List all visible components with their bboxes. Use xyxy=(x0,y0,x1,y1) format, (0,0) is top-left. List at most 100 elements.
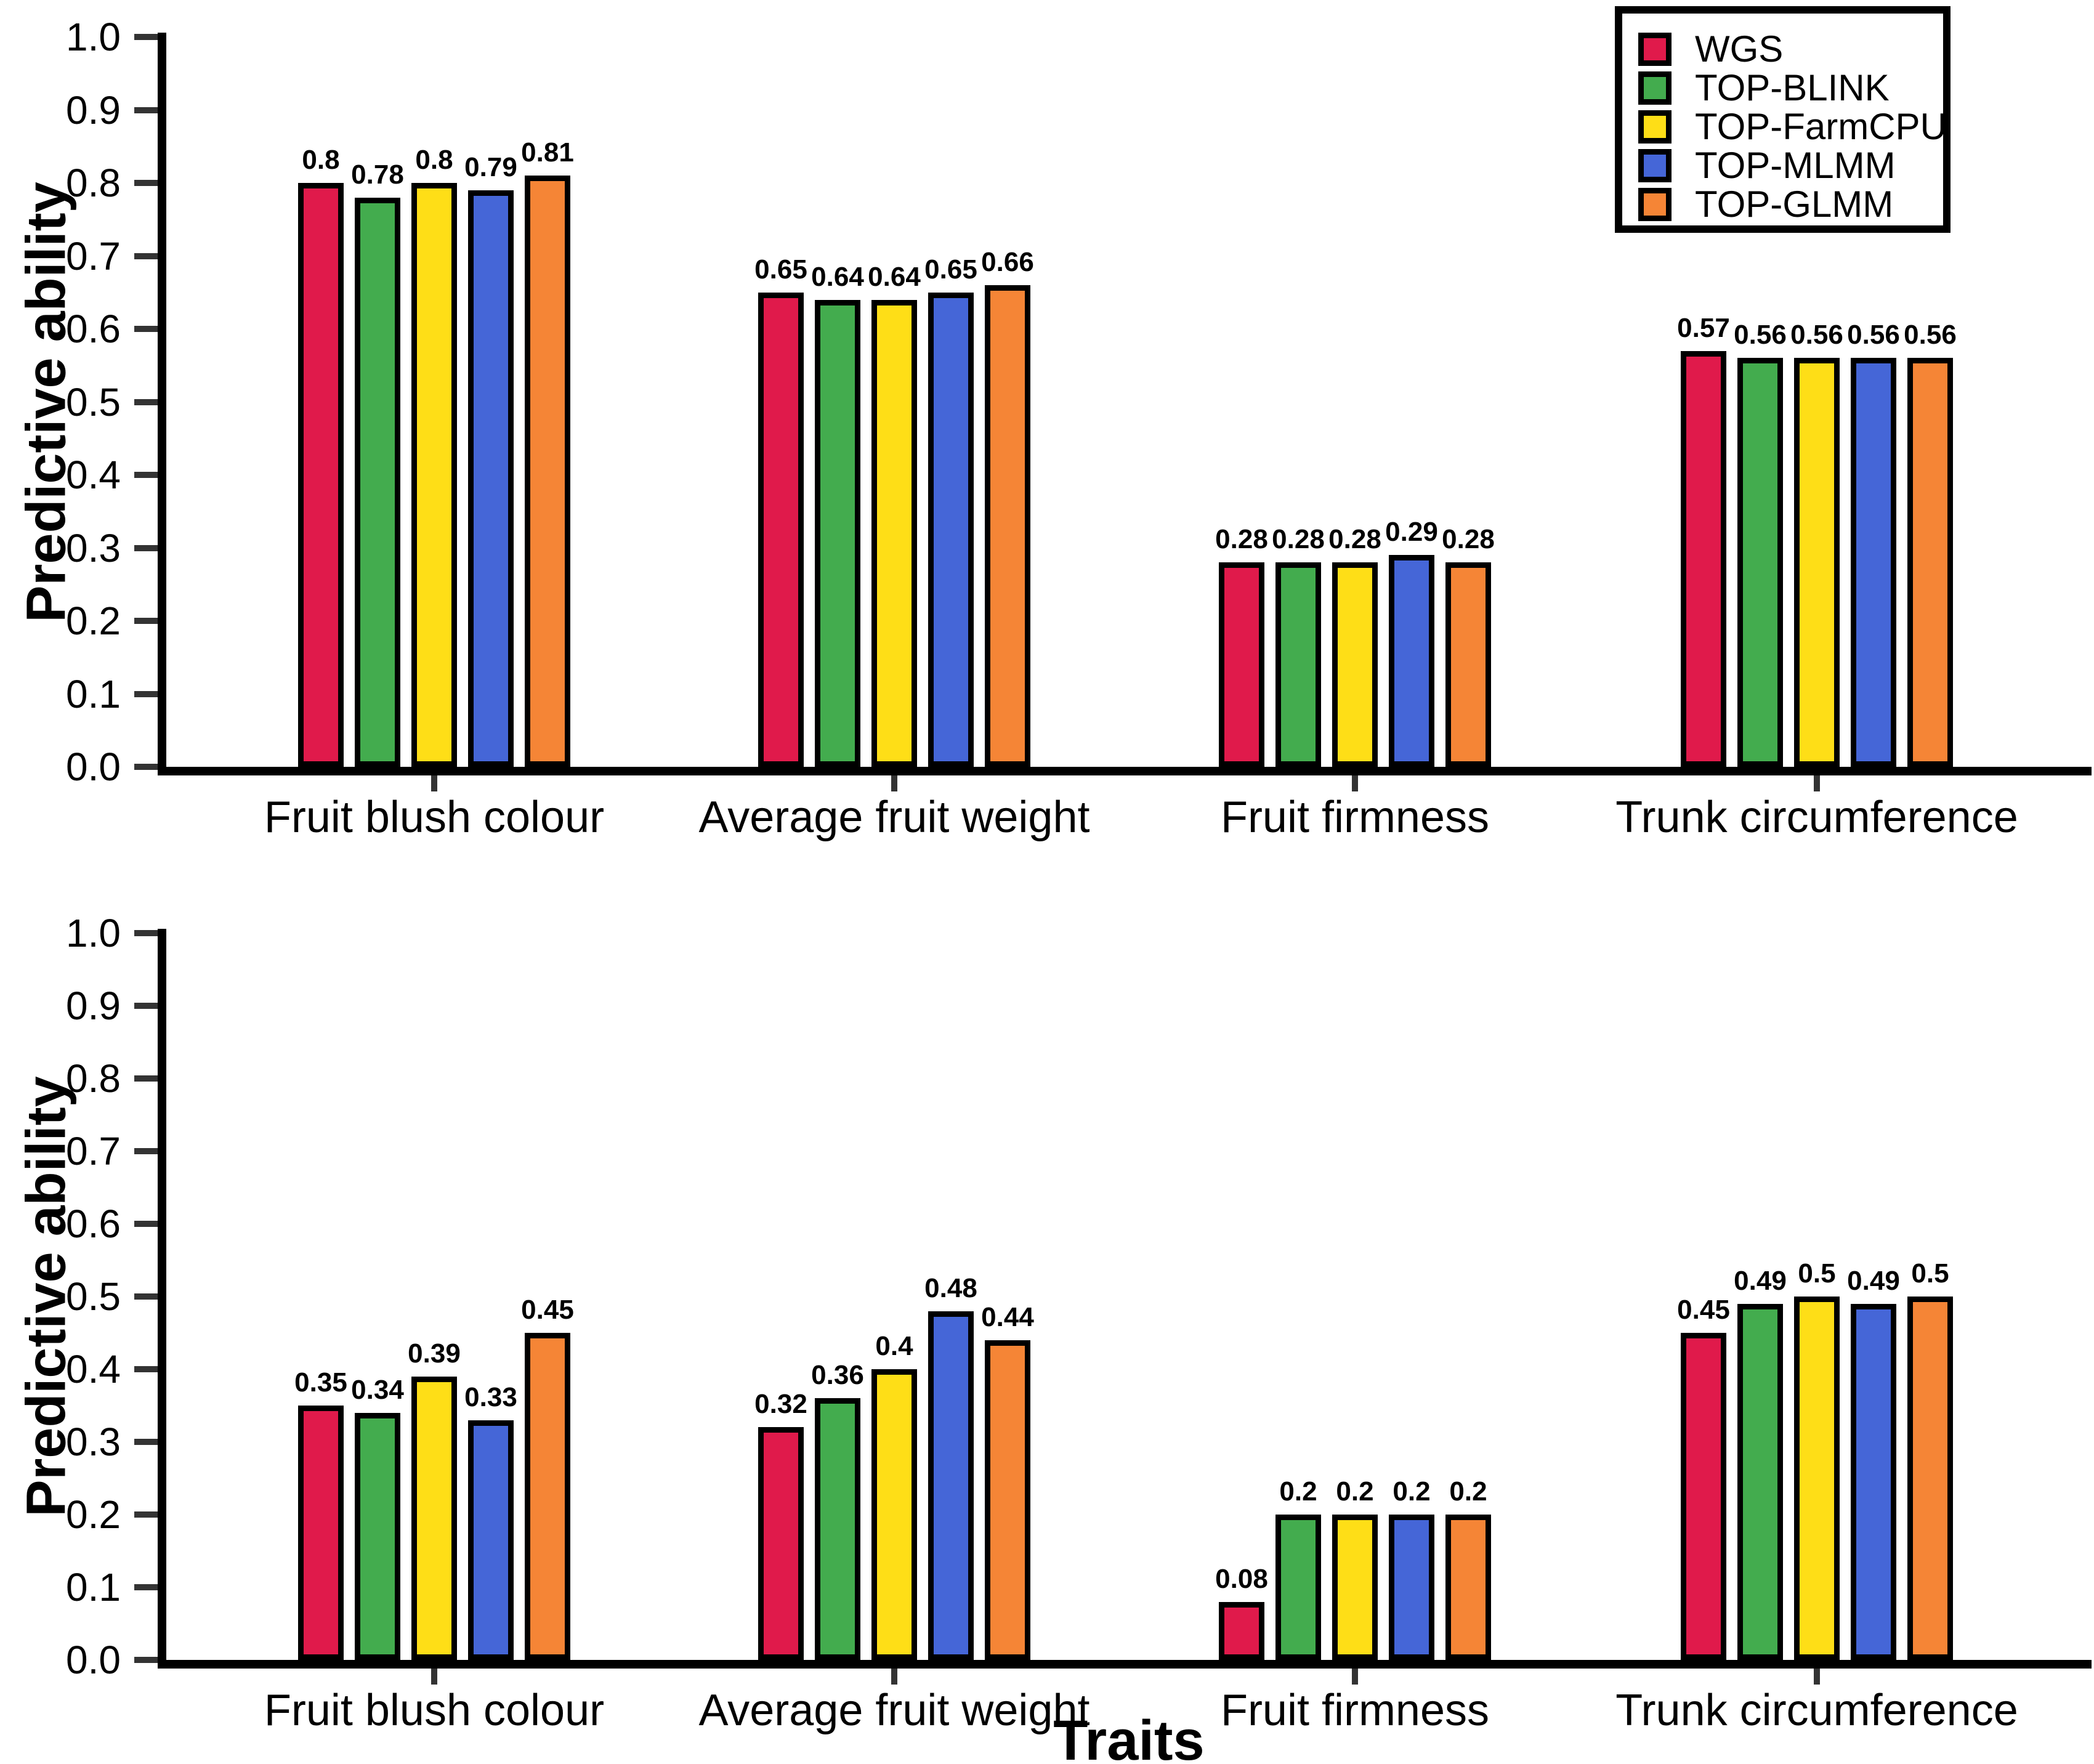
bar-value-label: 0.64 xyxy=(868,262,921,292)
y-tick xyxy=(134,1148,158,1154)
bar-value-label: 0.29 xyxy=(1385,517,1438,547)
x-tick xyxy=(431,775,437,791)
bar xyxy=(1332,1515,1378,1660)
legend-label: TOP-BLINK xyxy=(1695,67,1890,108)
bar-value-label: 0.56 xyxy=(1734,320,1787,350)
y-tick-label: 0.8 xyxy=(66,1056,121,1101)
x-tick xyxy=(1814,1669,1820,1685)
bar xyxy=(298,183,344,767)
bar xyxy=(758,293,804,767)
x-axis-title: Traits xyxy=(1053,1709,1205,1764)
y-tick xyxy=(134,1366,158,1372)
bar-value-label: 0.28 xyxy=(1442,524,1495,554)
bar xyxy=(1851,358,1896,767)
y-tick-label: 0.6 xyxy=(66,1202,121,1246)
bar-value-label: 0.2 xyxy=(1393,1476,1431,1507)
y-tick-label: 1.0 xyxy=(66,15,121,59)
y-tick-label: 0.1 xyxy=(66,671,121,716)
legend-swatch xyxy=(1638,71,1672,105)
bar-value-label: 0.79 xyxy=(464,152,517,182)
legend-label: TOP-FarmCPU xyxy=(1695,106,1947,147)
y-tick-label: 0.3 xyxy=(66,1420,121,1464)
bar xyxy=(1445,562,1491,767)
bar-value-label: 0.45 xyxy=(1677,1295,1730,1325)
y-tick-label: 0.2 xyxy=(66,599,121,643)
bar xyxy=(411,1377,457,1660)
bar-value-label: 0.28 xyxy=(1328,524,1381,554)
y-tick-label: 0.0 xyxy=(66,745,121,789)
legend-swatch xyxy=(1638,149,1672,182)
y-axis-line xyxy=(158,33,166,775)
bar xyxy=(1737,1304,1783,1660)
bar-value-label: 0.39 xyxy=(408,1338,461,1369)
bar xyxy=(985,1340,1030,1660)
y-tick-label: 0.2 xyxy=(66,1492,121,1537)
bar xyxy=(1907,358,1953,767)
bar xyxy=(525,176,570,767)
y-tick-label: 0.7 xyxy=(66,233,121,278)
bar xyxy=(298,1406,344,1660)
x-category-label: Average fruit weight xyxy=(698,1686,1090,1735)
bar-value-label: 0.08 xyxy=(1215,1564,1268,1594)
y-tick xyxy=(134,1221,158,1227)
legend-label: TOP-MLMM xyxy=(1695,145,1896,186)
y-tick-label: 0.0 xyxy=(66,1638,121,1682)
y-tick-label: 1.0 xyxy=(66,911,121,955)
bar-value-label: 0.5 xyxy=(1911,1258,1949,1289)
x-category-label: Fruit firmness xyxy=(1220,1686,1490,1735)
x-category-label: Average fruit weight xyxy=(698,793,1090,842)
bar xyxy=(525,1333,570,1660)
bar-value-label: 0.45 xyxy=(521,1295,574,1325)
bar-value-label: 0.48 xyxy=(924,1273,977,1303)
y-tick xyxy=(134,1075,158,1082)
bar-value-label: 0.5 xyxy=(1798,1258,1836,1289)
x-axis-line xyxy=(158,767,2092,775)
y-tick xyxy=(134,1584,158,1590)
bar xyxy=(1389,555,1434,767)
x-category-label: Trunk circumference xyxy=(1615,1686,2018,1735)
y-tick xyxy=(134,544,158,551)
bar-value-label: 0.2 xyxy=(1449,1476,1487,1507)
legend-swatch xyxy=(1638,188,1672,221)
bar xyxy=(928,293,974,767)
y-tick-label: 0.9 xyxy=(66,984,121,1028)
bar-value-label: 0.8 xyxy=(415,145,453,175)
bar xyxy=(815,300,860,767)
y-tick-label: 0.5 xyxy=(66,1274,121,1319)
x-category-label: Fruit blush colour xyxy=(264,1686,605,1735)
bar-value-label: 0.78 xyxy=(351,160,404,190)
bar xyxy=(468,1420,514,1660)
bar xyxy=(985,285,1030,767)
y-tick-label: 0.7 xyxy=(66,1129,121,1173)
y-tick-label: 0.9 xyxy=(66,87,121,132)
bar-value-label: 0.35 xyxy=(294,1367,347,1398)
y-tick xyxy=(134,253,158,259)
bar xyxy=(871,300,917,767)
bar xyxy=(411,183,457,767)
bar xyxy=(1907,1297,1953,1660)
bar-value-label: 0.28 xyxy=(1215,524,1268,554)
bar xyxy=(1275,1515,1321,1660)
y-tick-label: 0.4 xyxy=(66,1347,121,1391)
y-axis-title: Predictive ability xyxy=(15,181,78,623)
bar-value-label: 0.2 xyxy=(1279,1476,1317,1507)
y-tick xyxy=(134,1293,158,1300)
x-tick xyxy=(431,1669,437,1685)
y-tick xyxy=(134,930,158,936)
bar xyxy=(815,1398,860,1660)
legend-label: WGS xyxy=(1695,28,1784,70)
x-tick xyxy=(891,775,897,791)
bar-value-label: 0.44 xyxy=(981,1302,1034,1332)
bar-value-label: 0.56 xyxy=(1847,320,1900,350)
x-tick xyxy=(1352,1669,1358,1685)
bar-value-label: 0.32 xyxy=(754,1389,807,1419)
bar-value-label: 0.65 xyxy=(754,254,807,285)
bar xyxy=(1681,351,1726,767)
bar xyxy=(1332,562,1378,767)
y-tick xyxy=(134,690,158,697)
y-tick xyxy=(134,1511,158,1518)
y-tick-label: 0.1 xyxy=(66,1565,121,1609)
x-tick xyxy=(891,1669,897,1685)
bar xyxy=(1445,1515,1491,1660)
